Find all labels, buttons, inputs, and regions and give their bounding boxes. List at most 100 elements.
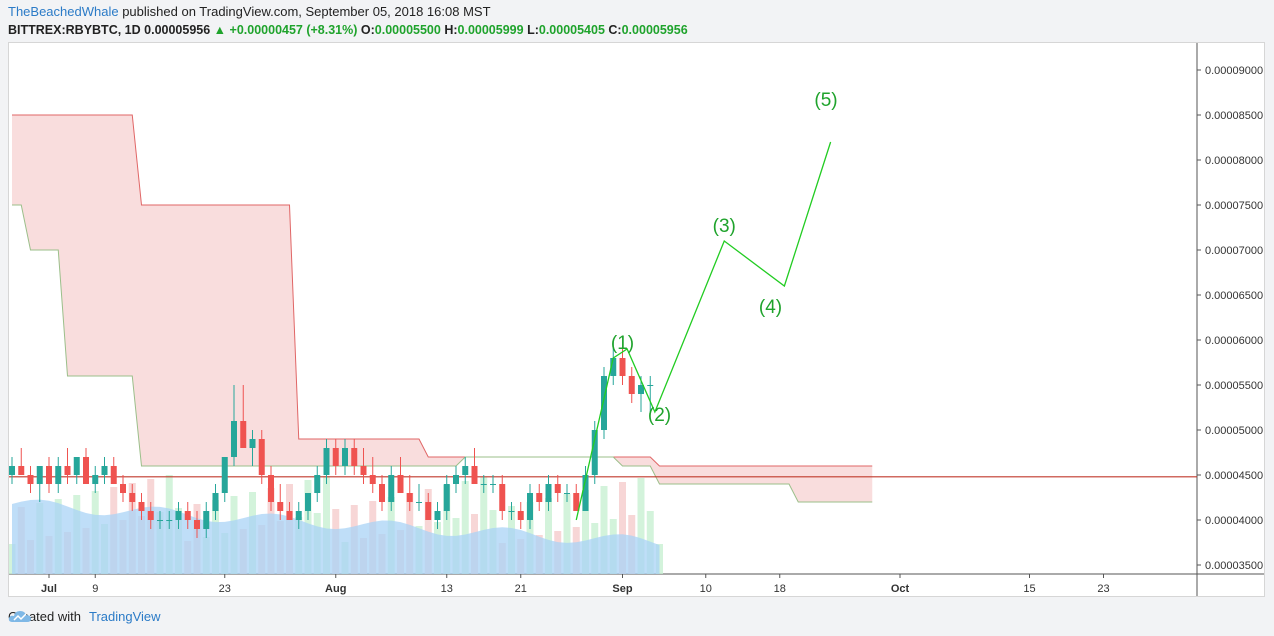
- candle-body: [610, 358, 617, 376]
- candle-body: [138, 502, 145, 511]
- open-label: O:: [360, 23, 375, 37]
- price-tick-label: 0.00004000: [1205, 515, 1263, 527]
- candle-body: [175, 511, 182, 520]
- ticker-line: BITTREX:RBYBTC, 1D 0.00005956 ▲ +0.00000…: [8, 21, 688, 39]
- candle-body: [443, 484, 450, 511]
- time-tick-label: 15: [1023, 583, 1035, 595]
- candle-body: [536, 493, 543, 502]
- volume-bar: [461, 481, 469, 574]
- candle-body: [212, 493, 219, 511]
- candle-body: [647, 385, 654, 386]
- wave-label: (5): [814, 90, 837, 111]
- close-label: C:: [608, 23, 622, 37]
- cloud-span-b: [12, 114, 873, 467]
- candle-body: [517, 511, 524, 520]
- wave-label: (2): [648, 405, 671, 426]
- candle-body: [277, 502, 284, 511]
- price-tick-label: 0.00003500: [1205, 560, 1263, 572]
- volume-bar: [582, 490, 589, 574]
- candle-body: [249, 439, 256, 448]
- volume-bar: [424, 489, 432, 574]
- candle-body: [416, 502, 422, 503]
- chart-area[interactable]: (1) (2) (3) (4) (5) 0.00009000 0.00008500 0.000…: [8, 42, 1265, 597]
- time-tick-label: Sep: [612, 583, 632, 595]
- elliott-wave-path: [575, 141, 832, 521]
- candle-body: [545, 484, 552, 502]
- candle-body: [619, 358, 626, 376]
- high-value: 0.00005999: [457, 23, 524, 37]
- wave-label: (3): [713, 216, 736, 237]
- candle-body: [406, 493, 413, 502]
- volume-bar: [637, 478, 645, 574]
- author-link[interactable]: TheBeachedWhale: [8, 4, 119, 19]
- candle-body: [379, 484, 385, 502]
- wave-label: (1): [611, 333, 634, 354]
- volume-bar: [443, 485, 451, 574]
- candle-body: [194, 520, 200, 529]
- candle-body: [490, 484, 496, 485]
- candle-body: [314, 475, 321, 493]
- volume-bar: [600, 486, 608, 574]
- time-tick-label: 9: [92, 583, 98, 595]
- candle-body: [499, 484, 506, 511]
- candle-body: [18, 466, 25, 475]
- up-arrow-icon: ▲: [213, 23, 227, 37]
- candle-body: [332, 448, 339, 466]
- candle-body: [480, 484, 487, 485]
- candle-body: [628, 376, 635, 394]
- candle-body: [203, 511, 210, 529]
- candle-body: [129, 493, 136, 502]
- price-tick-label: 0.00005500: [1205, 380, 1263, 392]
- price-tick-label: 0.00009000: [1205, 65, 1263, 77]
- tradingview-brand: TradingView: [88, 609, 161, 624]
- candle-body: [55, 466, 62, 484]
- candle-body: [268, 475, 274, 502]
- candle-body: [388, 475, 395, 502]
- candle-body: [221, 457, 228, 493]
- candle-body: [184, 511, 191, 520]
- candle-body: [166, 520, 173, 521]
- time-tick-label: Aug: [325, 583, 346, 595]
- time-tick-label: 10: [700, 583, 712, 595]
- candle-body: [508, 511, 515, 512]
- time-tick-label: 21: [515, 583, 527, 595]
- candle-body: [147, 511, 154, 520]
- candle-body: [286, 511, 293, 520]
- time-tick-label: Jul: [41, 583, 57, 595]
- candle-body: [471, 466, 478, 484]
- candle-body: [101, 466, 108, 475]
- candle-body: [258, 439, 265, 475]
- candle-body: [342, 448, 348, 466]
- candle-body: [46, 466, 52, 484]
- open-value: 0.00005500: [374, 23, 441, 37]
- time-tick-label: 23: [1097, 583, 1109, 595]
- candle-body: [231, 421, 237, 457]
- candle-body: [305, 493, 311, 511]
- price-tick-label: 0.00008500: [1205, 110, 1263, 122]
- candle-body: [110, 466, 117, 484]
- volume-bar: [323, 476, 330, 574]
- chart-svg[interactable]: (1) (2) (3) (4) (5) 0.00009000 0.00008500 0.000…: [9, 43, 1264, 596]
- candle-body: [64, 466, 71, 475]
- publish-header: TheBeachedWhale published on TradingView…: [8, 3, 491, 21]
- time-tick-label: 13: [441, 583, 453, 595]
- price-tick-label: 0.00008000: [1205, 155, 1263, 167]
- candle-body: [434, 511, 441, 520]
- candle-body: [295, 511, 302, 520]
- candle-body: [369, 475, 376, 484]
- last-price: 0.00005956: [144, 23, 211, 37]
- footer: Created with TradingView: [8, 609, 161, 624]
- candle-body: [120, 484, 126, 493]
- volume-ma-area: [12, 499, 660, 574]
- price-tick-label: 0.00006000: [1205, 335, 1263, 347]
- price-change: +0.00000457 (+8.31%): [229, 23, 358, 37]
- candle-body: [73, 457, 80, 475]
- price-tick-label: 0.00007000: [1205, 245, 1263, 257]
- low-value: 0.00005405: [538, 23, 605, 37]
- volume-bar: [619, 482, 626, 574]
- volume-bar: [480, 477, 488, 574]
- candle-body: [638, 385, 644, 394]
- ichimoku-cloud: [12, 115, 873, 502]
- low-label: L:: [527, 23, 539, 37]
- tradingview-link[interactable]: TradingView: [8, 609, 161, 624]
